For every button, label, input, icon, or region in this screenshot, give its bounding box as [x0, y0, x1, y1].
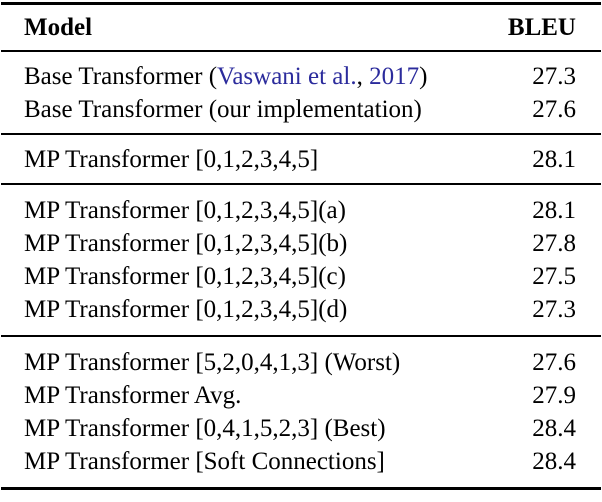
table-row: MP Transformer [0,4,1,5,2,3] (Best) 28.4 [1, 412, 601, 445]
model-cell: MP Transformer [0,1,2,3,4,5](d) [24, 295, 348, 323]
bleu-value: 27.8 [532, 229, 576, 257]
model-cell: MP Transformer [Soft Connections] [24, 447, 385, 475]
model-cell: MP Transformer [5,2,0,4,1,3] (Worst) [24, 348, 401, 376]
citation-separator: , [356, 62, 370, 90]
table-row: MP Transformer [0,1,2,3,4,5](d) 27.3 [1, 293, 601, 326]
bleu-value: 28.4 [532, 447, 576, 475]
column-header-model: Model [24, 13, 93, 41]
citation-link-author[interactable]: Vaswani et al. [217, 62, 357, 90]
table-row: MP Transformer [Soft Connections] 28.4 [1, 445, 601, 478]
table-row: MP Transformer [0,1,2,3,4,5](c) 27.5 [1, 260, 601, 293]
bleu-value: 28.4 [532, 414, 576, 442]
bleu-value: 27.6 [532, 348, 576, 376]
section-baselines: Base Transformer (Vaswani et al., 2017) … [1, 52, 601, 135]
section-mp-main: MP Transformer [0,1,2,3,4,5] 28.1 [1, 135, 601, 185]
table-row: Base Transformer (Vaswani et al., 2017) … [1, 60, 601, 93]
bleu-value: 27.5 [532, 262, 576, 290]
model-cell: MP Transformer Avg. [24, 381, 242, 409]
model-cell: Base Transformer (Vaswani et al., 2017) [1, 63, 496, 91]
bleu-value: 27.3 [532, 62, 576, 90]
bleu-value: 28.1 [532, 196, 576, 224]
model-text: Base Transformer ( [24, 62, 218, 90]
bleu-value: 27.9 [532, 381, 576, 409]
results-table: Model BLEU Base Transformer (Vaswani et … [1, 2, 601, 490]
table-header: Model BLEU [1, 5, 601, 52]
table-row: MP Transformer [0,1,2,3,4,5](a) 28.1 [1, 194, 601, 227]
model-cell: MP Transformer [0,1,2,3,4,5](b) [24, 229, 348, 257]
table-row: MP Transformer [0,1,2,3,4,5] 28.1 [1, 143, 601, 176]
model-cell: MP Transformer [0,4,1,5,2,3] (Best) [24, 414, 386, 442]
model-cell: MP Transformer [0,1,2,3,4,5] [24, 145, 319, 173]
model-cell: MP Transformer [0,1,2,3,4,5](c) [24, 262, 346, 290]
table-row: MP Transformer [5,2,0,4,1,3] (Worst) 27.… [1, 346, 601, 379]
column-header-bleu: BLEU [507, 13, 576, 41]
model-text: ) [419, 62, 428, 90]
section-mp-permutations: MP Transformer [5,2,0,4,1,3] (Worst) 27.… [1, 337, 601, 487]
model-cell: MP Transformer [0,1,2,3,4,5](a) [24, 196, 346, 224]
section-mp-variants: MP Transformer [0,1,2,3,4,5](a) 28.1 MP … [1, 185, 601, 337]
citation-link-year[interactable]: 2017 [369, 62, 420, 90]
bleu-value: 27.6 [532, 95, 576, 123]
bleu-value: 28.1 [532, 145, 576, 173]
model-cell: Base Transformer (our implementation) [24, 95, 422, 123]
table-row: MP Transformer Avg. 27.9 [1, 379, 601, 412]
table-row: Base Transformer (our implementation) 27… [1, 93, 601, 126]
table-row: MP Transformer [0,1,2,3,4,5](b) 27.8 [1, 227, 601, 260]
bleu-value: 27.3 [532, 295, 576, 323]
